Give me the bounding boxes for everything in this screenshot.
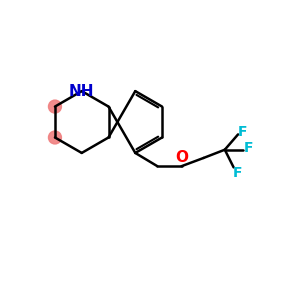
- Circle shape: [49, 131, 62, 144]
- Text: F: F: [244, 141, 254, 155]
- Text: NH: NH: [69, 84, 94, 99]
- Text: O: O: [175, 150, 188, 165]
- Text: F: F: [232, 166, 242, 180]
- Text: F: F: [238, 125, 247, 139]
- Circle shape: [49, 100, 62, 113]
